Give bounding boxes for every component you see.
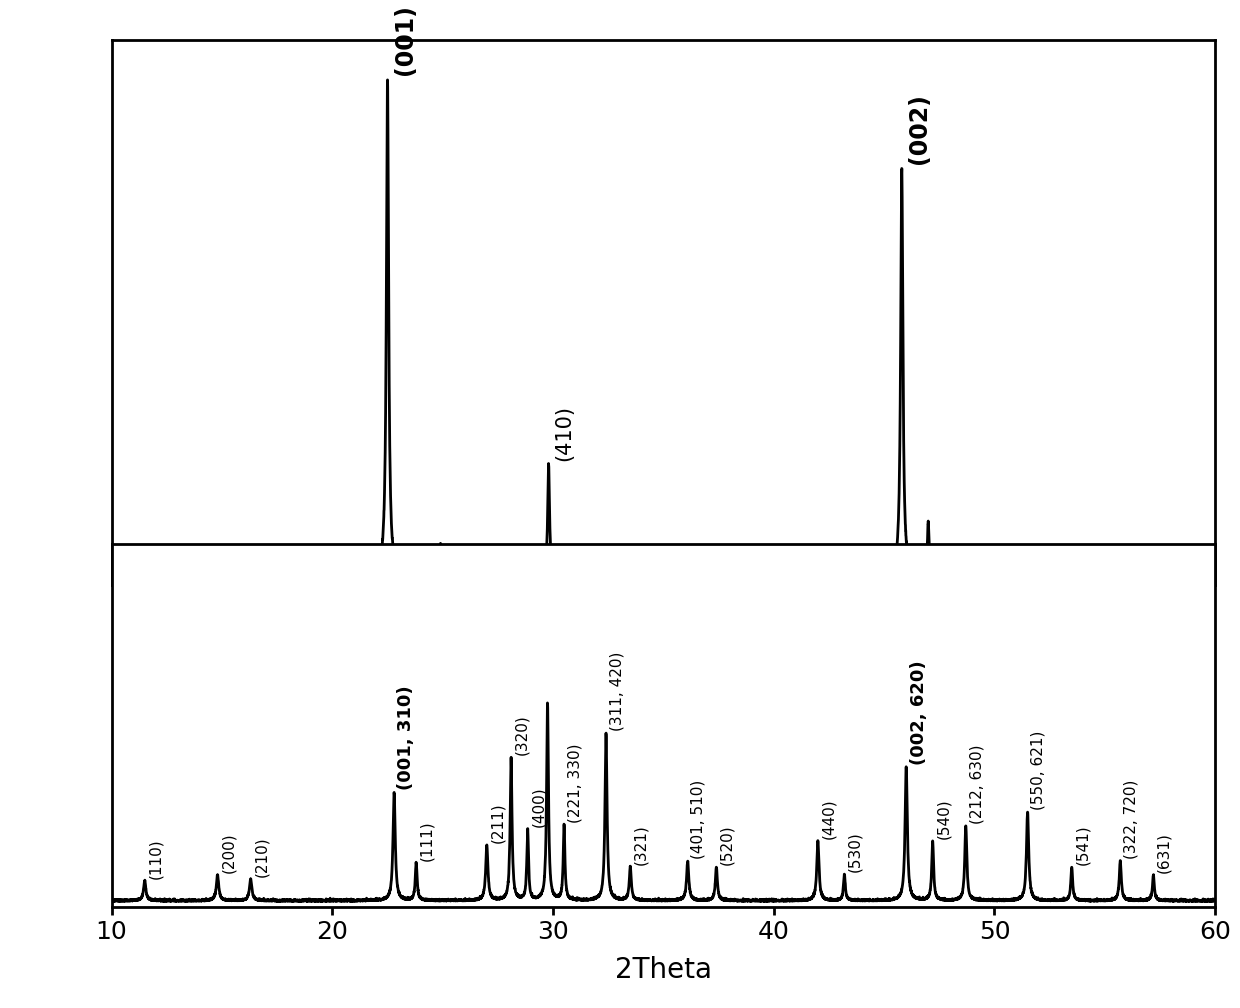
Text: (200): (200) (221, 833, 236, 873)
Text: (410): (410) (554, 405, 574, 461)
Text: (540): (540) (936, 798, 951, 839)
Text: (110): (110) (148, 839, 162, 879)
Text: (400): (400) (531, 786, 546, 827)
Text: (440): (440) (821, 798, 836, 839)
Text: (002): (002) (908, 93, 931, 163)
Text: (530): (530) (848, 832, 863, 872)
Text: (001): (001) (393, 4, 417, 75)
Text: (520): (520) (719, 825, 734, 865)
Text: (111): (111) (419, 821, 434, 861)
Text: (541): (541) (1075, 825, 1090, 865)
Text: (550, 621): (550, 621) (1030, 731, 1045, 810)
Text: (631): (631) (1157, 833, 1172, 874)
Text: (212, 630): (212, 630) (970, 745, 985, 824)
Text: (221, 330): (221, 330) (568, 743, 583, 823)
Text: (311, 420): (311, 420) (609, 652, 624, 731)
Text: (210): (210) (254, 837, 269, 877)
X-axis label: 2Theta: 2Theta (615, 956, 712, 984)
Text: (211): (211) (490, 802, 505, 843)
Text: (001, 310): (001, 310) (398, 685, 415, 790)
Text: (002, 620): (002, 620) (909, 660, 928, 765)
Text: (320): (320) (515, 715, 529, 755)
Text: (321): (321) (634, 825, 649, 865)
Text: (401, 510): (401, 510) (691, 780, 706, 859)
Text: (322, 720): (322, 720) (1123, 779, 1138, 859)
